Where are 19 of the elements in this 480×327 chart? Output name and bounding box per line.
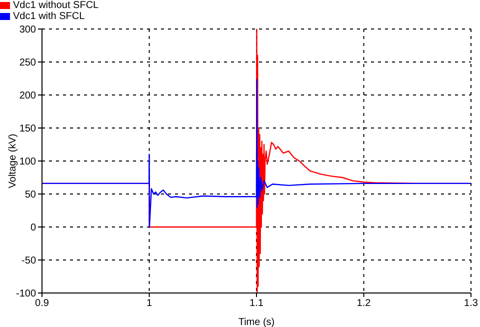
y-tick-label: 50 [24, 190, 36, 201]
x-tick-label: 0.9 [35, 298, 50, 310]
x-tick-label: 1 [146, 298, 152, 310]
y-tick-label: 150 [19, 124, 36, 135]
line-series [42, 79, 471, 228]
legend-label: Vdc1 without SFCL [13, 0, 99, 11]
x-axis-title: Time (s) [238, 317, 275, 327]
x-tick-label: 1.2 [356, 298, 372, 310]
y-tick-label: -100 [16, 288, 36, 300]
y-tick-label: 250 [19, 58, 36, 69]
y-tick-label: 200 [19, 90, 36, 102]
y-tick-label: -50 [22, 256, 36, 267]
y-tick-label: 300 [19, 24, 36, 36]
legend-label: Vdc1 with SFCL [13, 11, 85, 22]
x-tick-label: 1.1 [250, 298, 264, 310]
y-axis-title: Voltage (kV) [8, 134, 19, 188]
y-tick-label: 100 [19, 156, 36, 168]
y-tick-label: 0 [30, 222, 36, 234]
x-tick-label: 1.3 [464, 298, 478, 310]
